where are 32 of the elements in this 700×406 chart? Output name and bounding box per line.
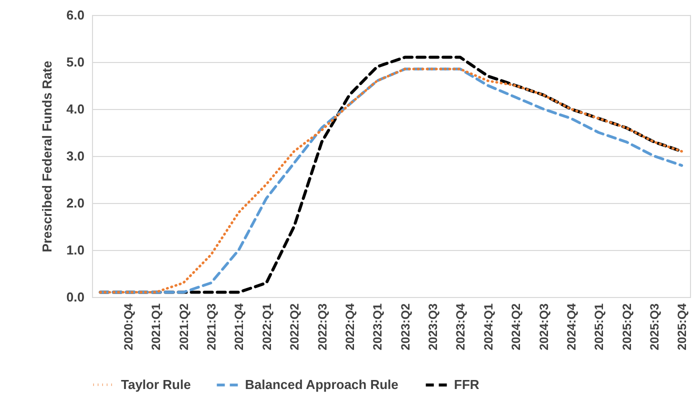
legend-label: Taylor Rule bbox=[121, 376, 191, 392]
x-tick-label: 2021:Q4 bbox=[232, 303, 246, 350]
y-axis-title: Prescribed Federal Funds Rate bbox=[39, 60, 54, 252]
legend-label: Balanced Approach Rule bbox=[245, 377, 398, 392]
x-tick-label: 2021:Q2 bbox=[176, 303, 191, 350]
y-tick-label: 4.0 bbox=[66, 102, 84, 116]
y-tick-label: 6.0 bbox=[66, 8, 84, 22]
x-tick-label: 2024:Q4 bbox=[564, 303, 578, 350]
y-tick-label: 2.0 bbox=[66, 196, 84, 210]
x-tick-label: 2021:Q1 bbox=[149, 303, 164, 350]
y-tick-label: 3.0 bbox=[66, 148, 84, 164]
y-tick-label: 5.0 bbox=[66, 54, 84, 70]
x-tick-label: 2022:Q3 bbox=[315, 303, 330, 350]
x-tick-label: 2023:Q1 bbox=[370, 303, 385, 350]
x-tick-label: 2023:Q3 bbox=[426, 303, 440, 350]
y-tick-label: 0.0 bbox=[66, 290, 84, 304]
x-tick-label: 2022:Q4 bbox=[342, 303, 357, 350]
x-tick-label: 2025:Q1 bbox=[592, 303, 606, 350]
x-tick-label: 2025:Q3 bbox=[648, 303, 662, 350]
x-tick-label: 2023:Q4 bbox=[454, 303, 468, 350]
x-tick-label: 2025:Q2 bbox=[620, 303, 634, 350]
x-tick-label: 2021:Q3 bbox=[204, 303, 219, 350]
x-tick-label: 2023:Q2 bbox=[398, 303, 412, 350]
x-tick-label: 2024:Q3 bbox=[536, 303, 551, 350]
legend-label: FFR bbox=[454, 377, 480, 392]
x-tick-label: 2024:Q1 bbox=[481, 303, 496, 350]
x-tick-label: 2025:Q4 bbox=[675, 303, 690, 350]
x-tick-label: 2022:Q1 bbox=[260, 303, 274, 350]
x-tick-label: 2022:Q2 bbox=[288, 303, 302, 350]
x-tick-label: 2024:Q2 bbox=[509, 303, 524, 350]
y-tick-label: 1.0 bbox=[66, 242, 84, 258]
x-tick-label: 2020:Q4 bbox=[121, 303, 136, 350]
